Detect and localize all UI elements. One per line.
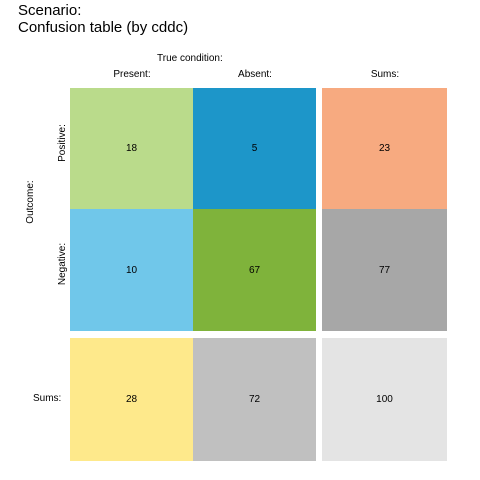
cell-negative-sums: 77 (322, 209, 447, 331)
row-header-positive: Positive: (57, 124, 68, 162)
scenario-title: Scenario: (18, 2, 82, 19)
row-header-sums: Sums: (33, 393, 62, 404)
cell-positive-sums: 23 (322, 88, 447, 209)
cell-positive-absent: 5 (193, 88, 316, 209)
row-axis-title: Outcome: (25, 180, 36, 224)
table-title: Confusion table (by cddc) (18, 19, 189, 36)
col-header-absent: Absent: (238, 69, 272, 80)
cell-negative-absent: 67 (193, 209, 316, 331)
cell-sums-absent: 72 (193, 338, 316, 461)
row-header-negative: Negative: (57, 242, 68, 286)
cell-negative-present: 10 (70, 209, 193, 331)
cell-sums-sums: 100 (322, 338, 447, 461)
col-axis-title: True condition: (157, 53, 223, 64)
col-header-sums: Sums: (370, 69, 400, 80)
cell-sums-present: 28 (70, 338, 193, 461)
cell-positive-present: 18 (70, 88, 193, 209)
col-header-present: Present: (113, 69, 151, 80)
